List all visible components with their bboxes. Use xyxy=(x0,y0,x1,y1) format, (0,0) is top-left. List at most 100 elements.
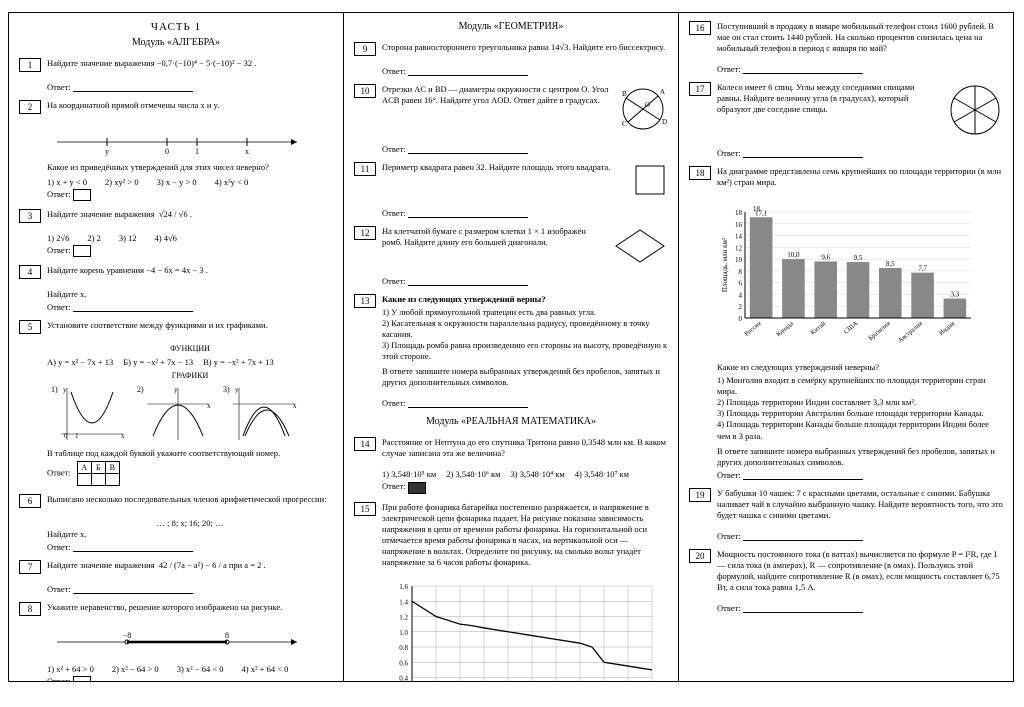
svg-text:1.4: 1.4 xyxy=(399,598,408,606)
question-12: 12 На клетчатой бумаге с размером клетки… xyxy=(354,226,668,266)
svg-text:Индия: Индия xyxy=(938,320,956,337)
abv-table: АБВ xyxy=(77,461,120,486)
column-geometry: Модуль «ГЕОМЕТРИЯ» 9 Сторона равносторон… xyxy=(344,13,679,681)
qtext: Укажите неравенство, решение которого из… xyxy=(47,602,333,613)
q5-graphs: 1)xy01 2)xy 3)xy xyxy=(47,384,333,444)
answer-line: Ответ: xyxy=(382,66,668,76)
q5-functions: А) y = x² − 7x + 13Б) y = −x² + 7x − 13В… xyxy=(47,357,333,367)
svg-text:2): 2) xyxy=(137,385,144,394)
number-line-8: −8 8 xyxy=(47,630,307,654)
svg-text:C: C xyxy=(622,120,627,128)
svg-text:9,6: 9,6 xyxy=(821,254,830,262)
svg-text:8: 8 xyxy=(225,631,229,640)
qtext: Какие из следующих утверждений верны? 1)… xyxy=(382,294,668,388)
qnum: 5 xyxy=(19,320,41,334)
q3-options: 1) 2√62) 23) 124) 4√6 xyxy=(47,233,333,243)
q8-options: 1) x² + 64 > 02) x² − 64 > 03) x² − 64 <… xyxy=(47,664,333,674)
answer-line: Ответ: xyxy=(717,531,1003,541)
qnum: 18 xyxy=(689,166,711,180)
question-11: 11 Периметр квадрата равен 32. Найдите п… xyxy=(354,162,668,198)
svg-text:3): 3) xyxy=(223,385,230,394)
svg-text:6: 6 xyxy=(739,280,743,288)
svg-text:США: США xyxy=(843,320,860,336)
qtext: Найдите значение выражения 42 / (7a − a²… xyxy=(47,560,333,571)
svg-text:12: 12 xyxy=(735,245,743,253)
q2-options: 1) x + y < 02) xy² > 03) x − y > 04) x²y… xyxy=(47,177,333,187)
qtext: На координатной прямой отмечены числа x … xyxy=(47,100,333,111)
qnum: 3 xyxy=(19,209,41,223)
qtext: Найдите корень уравнения −4 − 6x = 4x − … xyxy=(47,265,333,276)
svg-text:18: 18 xyxy=(735,209,743,217)
question-13: 13 Какие из следующих утверждений верны?… xyxy=(354,294,668,388)
qnum: 12 xyxy=(354,226,376,240)
svg-text:3,3: 3,3 xyxy=(950,291,959,299)
svg-text:Китай: Китай xyxy=(809,320,827,337)
circle-diagram: BDCAO xyxy=(618,84,668,134)
qnum: 1 xyxy=(19,58,41,72)
column-algebra: ЧАСТЬ 1 Модуль «АЛГЕБРА» 1 Найдите значе… xyxy=(9,13,344,681)
answer-line: Ответ: xyxy=(47,302,333,312)
answer-line: Ответ: xyxy=(47,82,333,92)
answer-line: Ответ: xyxy=(382,276,668,286)
qtext: Найдите значение выражения −0,7·(−10)⁴ −… xyxy=(47,58,333,69)
svg-text:1.2: 1.2 xyxy=(399,613,408,621)
svg-text:0.6: 0.6 xyxy=(399,659,408,667)
graphs-label: ГРАФИКИ xyxy=(47,371,333,380)
answer-line: Ответ: xyxy=(382,398,668,408)
q18-opts: 1) Монголия входит в семёрку крупнейших … xyxy=(717,375,1003,441)
qtext: Расстояние от Нептуна до его спутника Тр… xyxy=(382,437,668,459)
q18-question: Какие из следующих утверждений неверны? xyxy=(717,362,1003,373)
qtext: Периметр квадрата равен 32. Найдите площ… xyxy=(382,162,668,198)
question-17: 17 Колесо имеет 6 спиц. Углы между сосед… xyxy=(689,82,1003,138)
q2-sub: Какое из приведённых утверждений для эти… xyxy=(47,162,333,173)
part-title: ЧАСТЬ 1 xyxy=(19,21,333,33)
qnum: 17 xyxy=(689,82,711,96)
answer-line: Ответ: xyxy=(717,603,1003,613)
svg-text:0: 0 xyxy=(64,432,68,440)
qtext: Мощность постоянного тока (в ваттах) выч… xyxy=(717,549,1003,593)
svg-text:1: 1 xyxy=(75,432,79,440)
answer-line: Ответ: xyxy=(382,144,668,154)
question-7: 7 Найдите значение выражения 42 / (7a − … xyxy=(19,560,333,574)
q6-sub: Найдите x. xyxy=(47,529,333,540)
rhombus-diagram xyxy=(612,226,668,266)
svg-text:O: O xyxy=(645,101,650,109)
qnum: 11 xyxy=(354,162,376,176)
question-15: 15 При работе фонарика батарейка постепе… xyxy=(354,502,668,568)
question-1: 1 Найдите значение выражения −0,7·(−10)⁴… xyxy=(19,58,333,72)
question-2: 2 На координатной прямой отмечены числа … xyxy=(19,100,333,114)
module-algebra-title: Модуль «АЛГЕБРА» xyxy=(19,37,333,48)
svg-text:1.6: 1.6 xyxy=(399,583,408,591)
qnum: 20 xyxy=(689,549,711,563)
question-18: 18 На диаграмме представлены семь крупне… xyxy=(689,166,1003,188)
q4-sub: Найдите x. xyxy=(47,289,333,300)
svg-text:Россия: Россия xyxy=(743,320,762,338)
question-20: 20 Мощность постоянного тока (в ваттах) … xyxy=(689,549,1003,593)
svg-text:0.8: 0.8 xyxy=(399,644,408,652)
graph-1: 1)xy01 xyxy=(47,384,127,444)
column-real: 16 Поступивший в продажу в январе мобиль… xyxy=(679,13,1013,681)
answer-line: Ответ: xyxy=(717,64,1003,74)
qnum: 15 xyxy=(354,502,376,516)
qnum: 2 xyxy=(19,100,41,114)
qnum: 9 xyxy=(354,42,376,56)
svg-text:Бразилия: Бразилия xyxy=(867,320,891,342)
answer-line: Ответ: xyxy=(717,470,1003,480)
answer-line: Ответ: xyxy=(47,542,333,552)
svg-text:10,0: 10,0 xyxy=(787,251,800,259)
qtext: Колесо имеет 6 спиц. Углы между соседним… xyxy=(717,82,1003,138)
qtext: На клетчатой бумаге с размером клетки 1 … xyxy=(382,226,668,266)
qtext: Выписано несколько последовательных член… xyxy=(47,494,333,505)
svg-text:0: 0 xyxy=(739,315,743,323)
qnum: 14 xyxy=(354,437,376,451)
svg-text:y: y xyxy=(174,386,178,394)
svg-text:8,5: 8,5 xyxy=(886,260,895,268)
qtext: Сторона равностороннего треугольника рав… xyxy=(382,42,668,53)
answer-table: Ответ: АБВ xyxy=(47,461,333,486)
functions-label: ФУНКЦИИ xyxy=(47,344,333,353)
question-19: 19 У бабушки 10 чашек: 7 с красными цвет… xyxy=(689,488,1003,521)
svg-text:x: x xyxy=(207,402,211,410)
exam-page: ЧАСТЬ 1 Модуль «АЛГЕБРА» 1 Найдите значе… xyxy=(8,12,1014,682)
svg-text:4: 4 xyxy=(739,292,743,300)
qtext: Найдите значение выражения √24 / √6 . xyxy=(47,209,333,220)
